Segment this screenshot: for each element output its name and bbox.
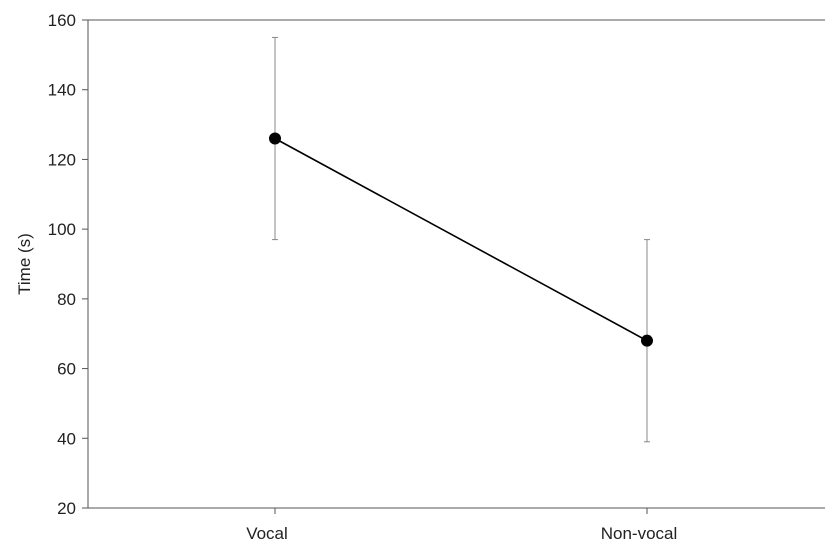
data-point <box>269 132 281 145</box>
series-line-path <box>274 137 648 342</box>
y-axis-title: Time (s) <box>15 233 34 295</box>
y-tick-label: 20 <box>57 499 76 518</box>
axes <box>87 19 825 509</box>
y-tick-label: 140 <box>48 81 76 100</box>
y-tick-label: 60 <box>57 360 76 379</box>
data-points <box>269 132 653 347</box>
y-tick-label: 160 <box>48 11 76 30</box>
series-line <box>274 137 648 342</box>
x-tick-label: Non-vocal <box>601 524 678 543</box>
y-tick-label: 120 <box>48 150 76 169</box>
y-tick-label: 100 <box>48 220 76 239</box>
x-ticks: Vocal Non-vocal <box>246 508 677 543</box>
y-ticks: 20 40 60 80 100 120 140 160 <box>48 11 88 518</box>
y-tick-label: 40 <box>57 429 76 448</box>
data-point <box>641 334 653 347</box>
x-tick-label: Vocal <box>246 524 288 543</box>
y-tick-label: 80 <box>57 290 76 309</box>
